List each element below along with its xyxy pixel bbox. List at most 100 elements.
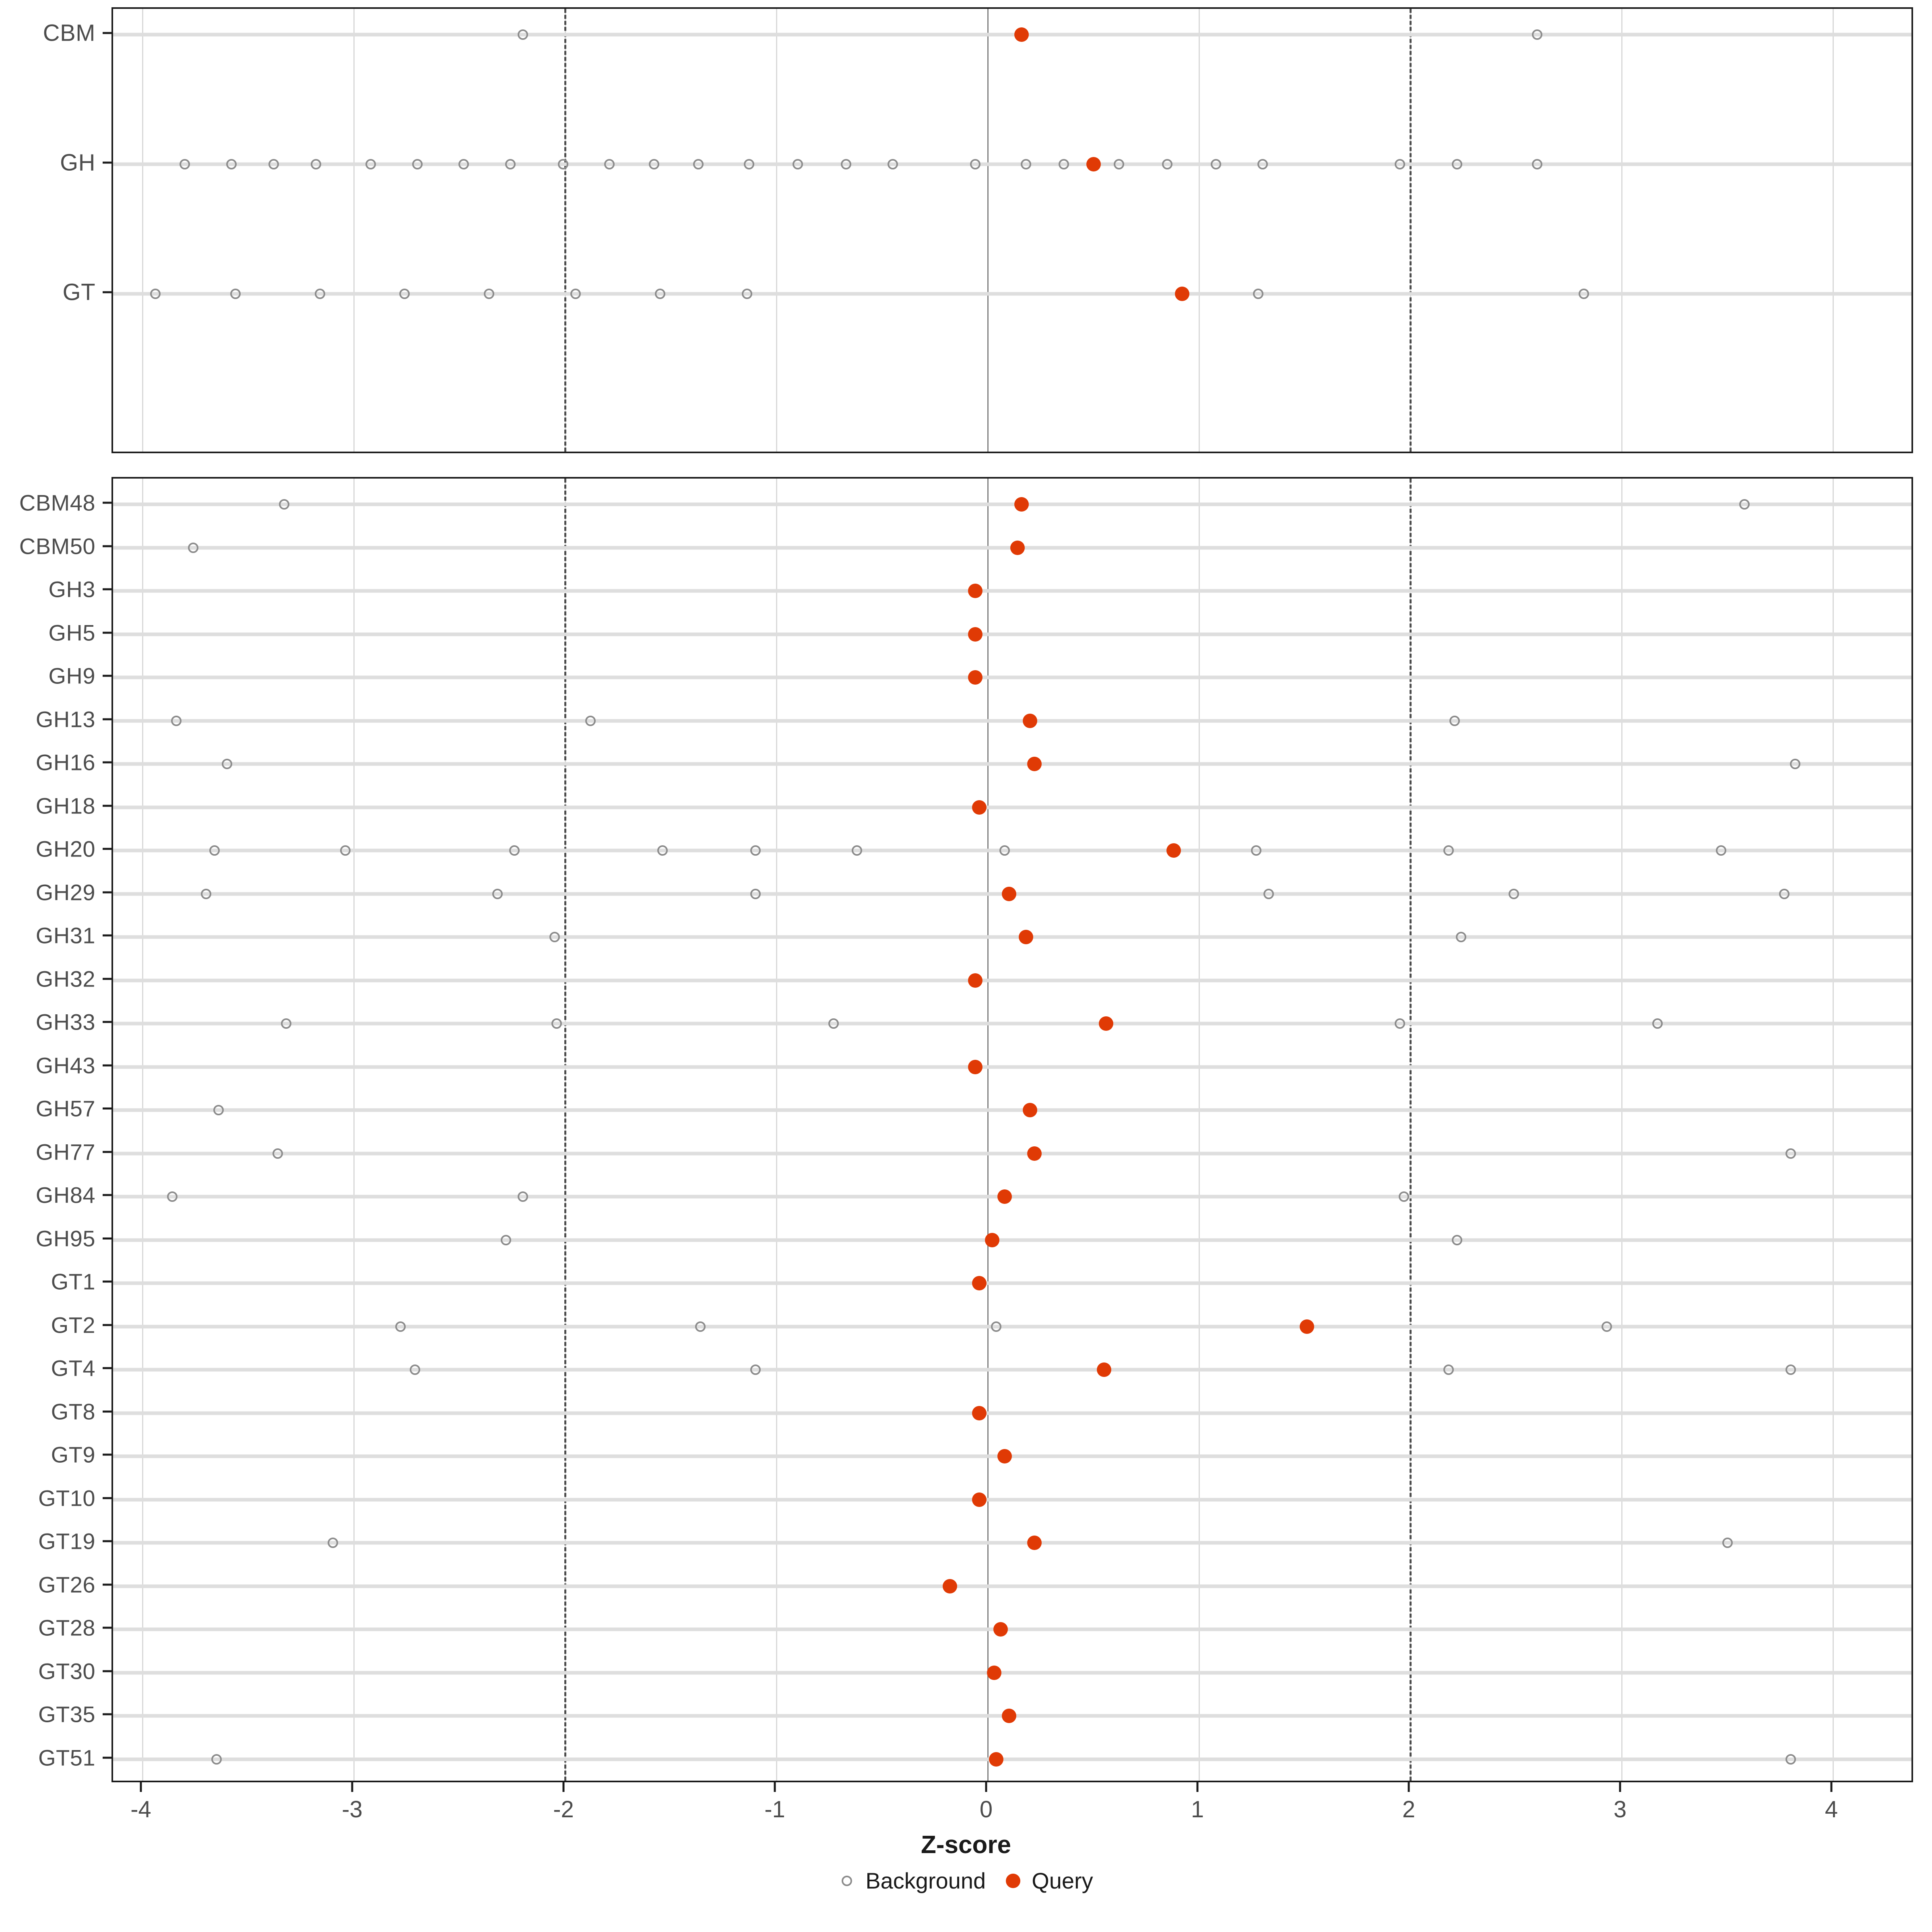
y-tick-GT19 [103, 1540, 111, 1542]
query-point-GH9 [968, 670, 983, 685]
y-tick-GT [103, 291, 111, 293]
y-tick-GH29 [103, 891, 111, 893]
background-point-GH [792, 159, 803, 169]
x-tick-4 [1830, 1782, 1833, 1792]
gridline-x-0 [987, 479, 989, 1781]
y-tick-GT8 [103, 1410, 111, 1412]
gridline-x--4 [142, 479, 143, 1781]
background-point-GH20 [750, 845, 761, 856]
row-guide-GH9 [113, 675, 1911, 679]
background-point-GH13 [585, 715, 596, 726]
query-point-GH13 [1023, 713, 1037, 728]
background-point-GT [230, 289, 241, 299]
gridline-x-3 [1621, 479, 1622, 1781]
background-point-GT2 [1602, 1321, 1612, 1332]
x-axis-title: Z-score [921, 1831, 1011, 1859]
background-point-GH33 [281, 1018, 291, 1029]
query-point-CBM [1014, 27, 1029, 42]
y-tick-GH9 [103, 675, 111, 677]
y-tick-GH20 [103, 848, 111, 850]
y-tick-GH84 [103, 1194, 111, 1196]
query-point-GT30 [987, 1665, 1001, 1680]
x-tick-2 [1408, 1782, 1410, 1792]
background-point-GT4 [750, 1364, 761, 1375]
query-point-GT2 [1299, 1319, 1314, 1334]
x-tick-label-4: 4 [1825, 1796, 1838, 1823]
y-axis-label-GH29: GH29 [35, 879, 95, 905]
threshold-line--2 [564, 9, 566, 452]
background-point-GH20 [340, 845, 351, 856]
query-point-GH20 [1166, 843, 1181, 858]
y-tick-GH32 [103, 978, 111, 980]
query-point-GH29 [1001, 886, 1016, 901]
background-point-CBM48 [1739, 499, 1750, 510]
y-tick-GT4 [103, 1367, 111, 1369]
query-point-CBM48 [1014, 497, 1029, 512]
row-guide-GT28 [113, 1627, 1911, 1631]
row-guide-GT30 [113, 1671, 1911, 1674]
gridline-x--3 [353, 9, 355, 452]
y-tick-GH33 [103, 1021, 111, 1023]
y-axis-label-GT4: GT4 [51, 1355, 95, 1381]
background-point-GH [226, 159, 237, 169]
y-axis-label-GH84: GH84 [35, 1182, 95, 1208]
background-point-GH [841, 159, 852, 169]
background-point-GH29 [1509, 888, 1519, 899]
background-point-GH84 [518, 1191, 528, 1202]
x-tick-label-0: 0 [979, 1796, 993, 1823]
background-point-GH [1394, 159, 1405, 169]
y-tick-GT51 [103, 1757, 111, 1759]
family-detail-panel [111, 477, 1913, 1782]
x-tick-0 [985, 1782, 987, 1792]
y-axis-label-CBM50: CBM50 [19, 533, 95, 559]
query-point-GH33 [1099, 1016, 1113, 1031]
background-point-GH29 [1263, 888, 1274, 899]
y-tick-GH77 [103, 1151, 111, 1153]
background-point-GT2 [395, 1321, 406, 1332]
background-point-GH33 [828, 1018, 839, 1029]
background-point-GH [412, 159, 423, 169]
family-class-panel [111, 7, 1913, 453]
legend-label-background: Background [865, 1868, 986, 1893]
background-point-GT [399, 289, 410, 299]
row-guide-GH84 [113, 1195, 1911, 1199]
row-guide-GT9 [113, 1454, 1911, 1458]
x-tick-label-3: 3 [1613, 1796, 1627, 1823]
gridline-x-0 [987, 9, 989, 452]
query-point-GT4 [1096, 1362, 1111, 1377]
query-point-GT1 [972, 1276, 987, 1290]
y-tick-CBM50 [103, 545, 111, 547]
y-axis-label-GH18: GH18 [35, 793, 95, 818]
background-point-GH29 [1779, 888, 1790, 899]
background-point-GH33 [551, 1018, 562, 1029]
query-point-GT35 [1001, 1709, 1016, 1723]
background-point-GH16 [222, 759, 232, 769]
y-axis-label-GT28: GT28 [38, 1615, 95, 1641]
background-point-GH33 [1652, 1018, 1663, 1029]
row-guide-GH20 [113, 848, 1911, 852]
x-tick-3 [1619, 1782, 1621, 1792]
background-point-GH20 [509, 845, 520, 856]
y-axis-label-GT30: GT30 [38, 1658, 95, 1684]
background-point-GT19 [327, 1538, 338, 1548]
query-point-GT26 [942, 1579, 957, 1593]
x-tick--4 [140, 1782, 142, 1792]
y-tick-GT1 [103, 1280, 111, 1283]
background-point-GH [505, 159, 516, 169]
background-point-CBM [518, 29, 528, 40]
y-axis-label-GT19: GT19 [38, 1528, 95, 1554]
legend-item-background[interactable]: Background [839, 1868, 986, 1894]
legend-item-query[interactable]: Query [1005, 1868, 1093, 1894]
y-axis-label-GH9: GH9 [48, 663, 95, 689]
background-point-GT4 [1785, 1364, 1796, 1375]
y-tick-GH31 [103, 934, 111, 937]
background-point-GH [268, 159, 279, 169]
background-point-CBM48 [279, 499, 289, 510]
y-axis-label-GT10: GT10 [38, 1485, 95, 1511]
y-axis-label-GH13: GH13 [35, 706, 95, 732]
y-axis-label-GT26: GT26 [38, 1572, 95, 1597]
y-tick-GT2 [103, 1324, 111, 1326]
background-point-GH [1211, 159, 1221, 169]
background-point-GT2 [991, 1321, 1001, 1332]
x-tick-label--1: -1 [764, 1796, 785, 1823]
